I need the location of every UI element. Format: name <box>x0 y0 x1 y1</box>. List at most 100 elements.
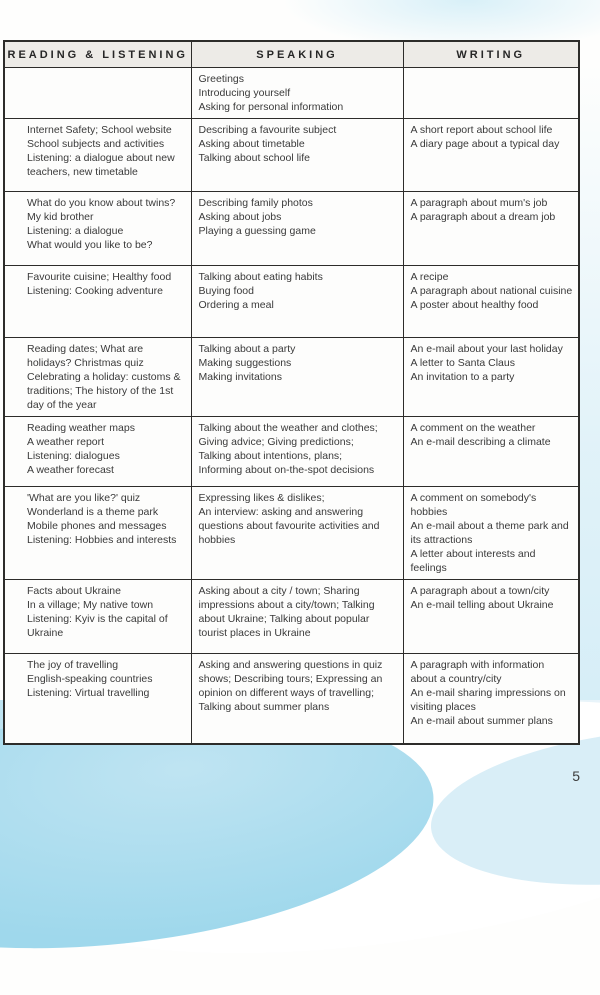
cell-line: Asking for personal information <box>198 101 344 113</box>
table-row: Reading dates; What are holidays? Christ… <box>3 337 580 417</box>
cell-line: A paragraph about a dream job <box>410 211 556 223</box>
curriculum-table: READING & LISTENING SPEAKING WRITING Gre… <box>3 40 580 745</box>
cell-line: Asking and answering questions in quiz s… <box>198 659 383 713</box>
cell-line: Introducing yourself <box>198 87 291 99</box>
column-header-speaking: SPEAKING <box>190 40 404 68</box>
table-cell-speaking: Describing family photos Asking about job… <box>190 191 404 266</box>
table-cell-reading: Reading dates; What are holidays? Christ… <box>3 337 192 417</box>
cell-line: Listening: dialogues <box>27 450 120 462</box>
table-cell-speaking: Talking about the weather and clothes; Gi… <box>190 416 404 487</box>
cell-line: Describing a favourite subject <box>198 124 337 136</box>
cell-line: Talking about a party <box>198 343 296 355</box>
table-cell-speaking: Talking about eating habits Buying food Or… <box>190 265 404 338</box>
cell-line: Talking about school life <box>198 152 311 164</box>
cell-line: Making invitations <box>198 371 282 383</box>
table-cell-writing: A comment on the weather An e-mail descri… <box>402 416 580 487</box>
table-cell-writing: A comment on somebody's hobbies An e-mail… <box>402 486 580 580</box>
cell-line: Asking about jobs <box>198 211 282 223</box>
cell-line: A short report about school life <box>410 124 553 136</box>
cell-line: Giving advice; Giving predictions; <box>198 436 354 448</box>
table-row: 'What are you like?' quiz Wonderland is a… <box>3 486 580 580</box>
cell-line: Reading dates; What are holidays? Christ… <box>27 343 144 369</box>
table-cell-speaking: Describing a favourite subject Asking abo… <box>190 118 404 192</box>
cell-line: In a village; My native town <box>27 599 154 611</box>
cell-line: A recipe <box>410 271 449 283</box>
cell-line: Internet Safety; School website <box>27 124 172 136</box>
cell-line: A paragraph with information about a cou… <box>410 659 545 685</box>
table-cell-reading: Reading weather maps A weather report List… <box>3 416 192 487</box>
table-row: Favourite cuisine; Healthy food Listening… <box>3 265 580 338</box>
cell-line: An interview: asking and answering quest… <box>198 506 380 546</box>
table-row: The joy of travelling English-speaking co… <box>3 653 580 745</box>
cell-line: Expressing likes & dislikes; <box>198 492 325 504</box>
cell-line: Talking about eating habits <box>198 271 323 283</box>
cell-line: What do you know about twins? <box>27 197 176 209</box>
cell-line: Facts about Ukraine <box>27 585 121 597</box>
cell-line: An e-mail about a theme park and its att… <box>410 520 569 546</box>
column-header-writing: WRITING <box>402 40 580 68</box>
cell-line: Listening: Virtual travelling <box>27 687 150 699</box>
cell-line: An e-mail describing a climate <box>410 436 551 448</box>
curriculum-table-body: Greetings Introducing yourself Asking for … <box>3 67 580 745</box>
cell-line: Listening: a dialogue about new teachers… <box>27 152 175 178</box>
table-cell-reading: Internet Safety; School website School su… <box>3 118 192 192</box>
table-cell-writing: A paragraph with information about a cou… <box>402 653 580 745</box>
table-row: Greetings Introducing yourself Asking for … <box>3 67 580 119</box>
cell-line: A comment on the weather <box>410 422 536 434</box>
cell-line: A weather forecast <box>27 464 114 476</box>
table-cell-reading: Facts about Ukraine In a village; My nati… <box>3 579 192 654</box>
cell-line: English-speaking countries <box>27 673 153 685</box>
cell-line: Making suggestions <box>198 357 292 369</box>
table-cell-writing: A paragraph about mum's job A paragraph a… <box>402 191 580 266</box>
page-number: 5 <box>572 768 580 784</box>
cell-line: Favourite cuisine; Healthy food <box>27 271 172 283</box>
table-cell-reading: 'What are you like?' quiz Wonderland is a… <box>3 486 192 580</box>
cell-line: The joy of travelling <box>27 659 119 671</box>
cell-line: What would you like to be? <box>27 239 153 251</box>
cell-line: A poster about healthy food <box>410 299 539 311</box>
cell-line: Asking about timetable <box>198 138 305 150</box>
cell-line: A comment on somebody's hobbies <box>410 492 537 518</box>
cell-line: Talking about intentions, plans; <box>198 450 343 462</box>
cell-line: An invitation to a party <box>410 371 515 383</box>
cell-line: Reading weather maps <box>27 422 135 434</box>
table-row: What do you know about twins? My kid brot… <box>3 191 580 266</box>
cell-line: Mobile phones and messages <box>27 520 167 532</box>
table-cell-speaking: Talking about a party Making suggestions M… <box>190 337 404 417</box>
cell-line: An e-mail about your last holiday <box>410 343 563 355</box>
table-cell-writing: A recipe A paragraph about national cuisi… <box>402 265 580 338</box>
table-header-row: READING & LISTENING SPEAKING WRITING <box>3 40 580 68</box>
cell-line: A paragraph about national cuisine <box>410 285 573 297</box>
cell-line: A paragraph about a town/city <box>410 585 550 597</box>
cell-line: An e-mail telling about Ukraine <box>410 599 554 611</box>
table-cell-reading: Favourite cuisine; Healthy food Listening… <box>3 265 192 338</box>
table-cell-speaking: Asking about a city / town; Sharing impr… <box>190 579 404 654</box>
table-cell-speaking: Expressing likes & dislikes; An interview… <box>190 486 404 580</box>
cell-line: A diary page about a typical day <box>410 138 560 150</box>
cell-line: My kid brother <box>27 211 94 223</box>
cell-line: Greetings <box>198 73 245 85</box>
cell-line: A letter about interests and feelings <box>410 548 536 574</box>
table-cell-writing <box>402 67 580 119</box>
cell-line: Listening: Kyiv is the capital of Ukrain… <box>27 613 168 639</box>
cell-line: Describing family photos <box>198 197 313 209</box>
table-cell-reading <box>3 67 192 119</box>
cell-line: Asking about a city / town; Sharing impr… <box>198 585 375 639</box>
table-cell-speaking: Asking and answering questions in quiz s… <box>190 653 404 745</box>
table-row: Reading weather maps A weather report List… <box>3 416 580 487</box>
right-edge-blue-tint <box>580 60 600 720</box>
cell-line: Listening: Hobbies and interests <box>27 534 177 546</box>
cell-line: School subjects and activities <box>27 138 165 150</box>
cell-line: 'What are you like?' quiz <box>27 492 141 504</box>
table-cell-reading: The joy of travelling English-speaking co… <box>3 653 192 745</box>
table-cell-writing: A short report about school life A diary … <box>402 118 580 192</box>
column-header-reading-listening: READING & LISTENING <box>3 40 192 68</box>
cell-line: Listening: a dialogue <box>27 225 124 237</box>
cell-line: A paragraph about mum's job <box>410 197 548 209</box>
cell-line: Playing a guessing game <box>198 225 316 237</box>
table-cell-speaking: Greetings Introducing yourself Asking for … <box>190 67 404 119</box>
cell-line: Informing about on-the-spot decisions <box>198 464 375 476</box>
table-cell-writing: An e-mail about your last holiday A lette… <box>402 337 580 417</box>
cell-line: Celebrating a holiday: customs & traditi… <box>27 371 181 411</box>
